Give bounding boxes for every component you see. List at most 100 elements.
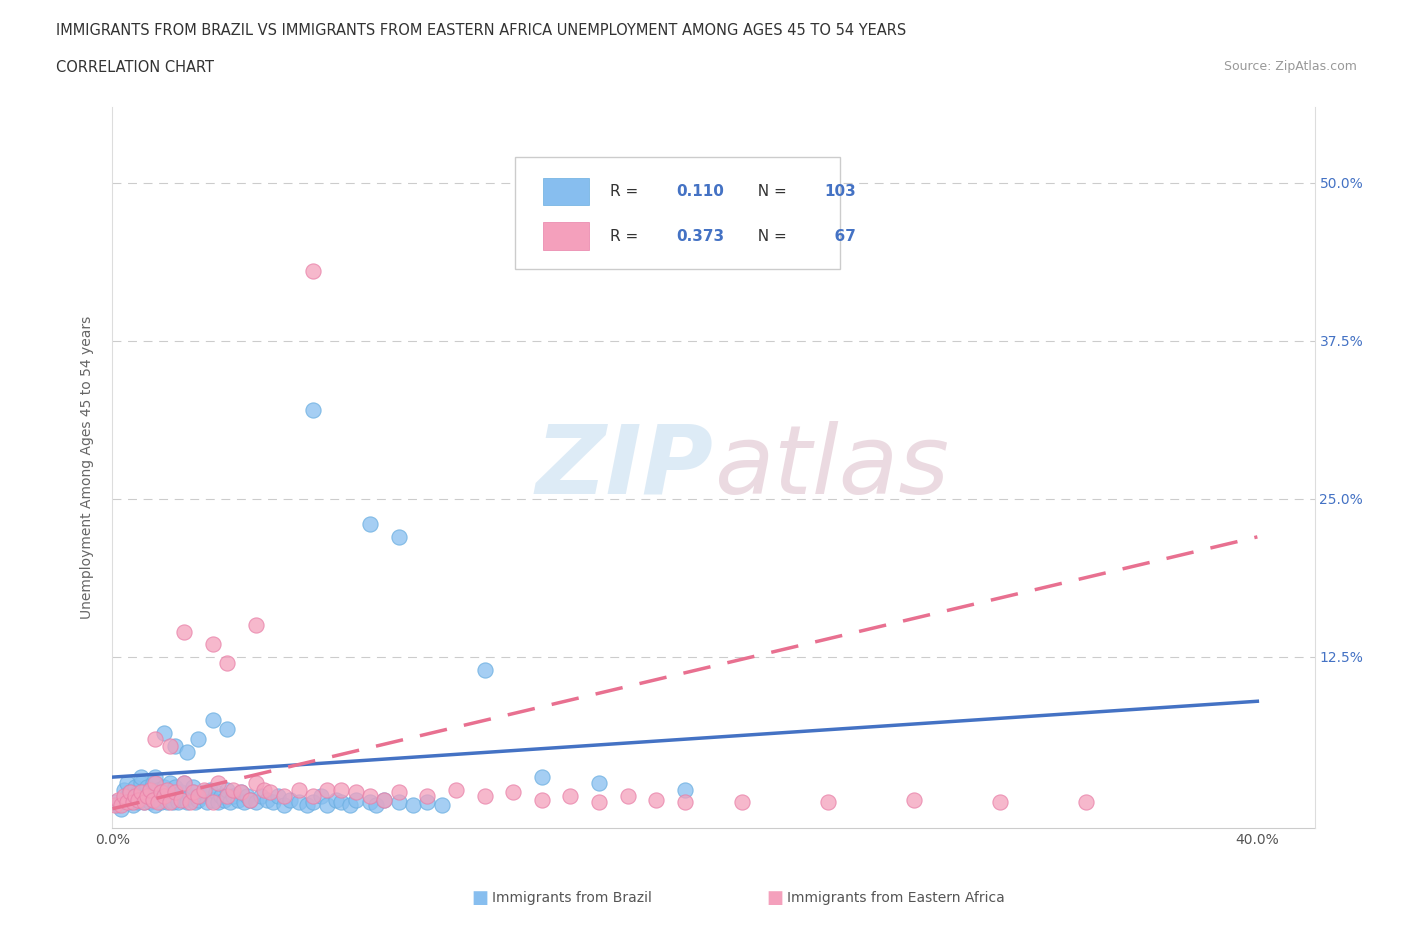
Point xyxy=(530,792,553,807)
Point xyxy=(287,795,309,810)
Point xyxy=(560,789,582,804)
Text: N =: N = xyxy=(748,184,792,199)
Point xyxy=(132,785,155,800)
Point xyxy=(195,795,218,810)
Point xyxy=(530,770,553,785)
Point xyxy=(104,795,127,810)
Point xyxy=(250,789,273,804)
Point xyxy=(112,789,135,804)
Point xyxy=(141,792,163,807)
Point xyxy=(233,795,256,810)
Point xyxy=(165,738,187,753)
Point xyxy=(301,789,323,804)
Point xyxy=(145,732,167,747)
Point xyxy=(115,795,138,810)
Point xyxy=(121,795,143,810)
Point xyxy=(181,779,204,794)
Point xyxy=(156,782,179,797)
Point xyxy=(127,795,149,810)
Text: 103: 103 xyxy=(824,184,856,199)
Point xyxy=(359,517,381,532)
Point xyxy=(231,785,253,800)
Point xyxy=(135,779,157,794)
Point xyxy=(239,792,262,807)
Point xyxy=(256,792,278,807)
Point xyxy=(215,782,238,797)
Point xyxy=(162,795,184,810)
Point xyxy=(176,744,198,759)
Point xyxy=(212,792,235,807)
Point xyxy=(135,789,157,804)
Point xyxy=(153,789,176,804)
Point xyxy=(215,656,238,671)
Point xyxy=(344,792,367,807)
Point xyxy=(145,776,167,790)
Point xyxy=(124,789,146,804)
Point xyxy=(150,785,173,800)
FancyBboxPatch shape xyxy=(543,222,589,250)
Point xyxy=(129,770,152,785)
Point xyxy=(402,798,425,813)
Text: ■: ■ xyxy=(471,889,488,908)
Point xyxy=(170,785,193,800)
Point xyxy=(474,789,496,804)
Point xyxy=(316,782,339,797)
Point xyxy=(673,795,696,810)
Point xyxy=(173,624,195,639)
Point xyxy=(616,789,638,804)
Y-axis label: Unemployment Among Ages 45 to 54 years: Unemployment Among Ages 45 to 54 years xyxy=(80,315,94,619)
Point xyxy=(145,785,167,800)
Point xyxy=(145,770,167,785)
Point xyxy=(204,785,226,800)
Point xyxy=(124,789,146,804)
Point xyxy=(159,776,181,790)
Point xyxy=(165,789,187,804)
Text: Immigrants from Brazil: Immigrants from Brazil xyxy=(492,891,652,906)
Point xyxy=(129,792,152,807)
Point xyxy=(416,795,439,810)
Point xyxy=(245,618,267,632)
Point xyxy=(262,795,284,810)
Point xyxy=(236,789,259,804)
Point xyxy=(141,792,163,807)
Point xyxy=(193,782,215,797)
Point xyxy=(444,782,467,797)
Point xyxy=(148,795,170,810)
Point xyxy=(222,789,245,804)
Point xyxy=(311,789,333,804)
Point xyxy=(388,529,411,544)
Text: Source: ZipAtlas.com: Source: ZipAtlas.com xyxy=(1223,60,1357,73)
Point xyxy=(295,798,318,813)
Point xyxy=(301,795,323,810)
Point xyxy=(115,776,138,790)
Point xyxy=(165,779,187,794)
Point xyxy=(107,792,129,807)
Point xyxy=(110,798,132,813)
Point xyxy=(228,792,250,807)
Point xyxy=(153,789,176,804)
Point xyxy=(267,789,290,804)
Point xyxy=(167,795,190,810)
Point xyxy=(330,795,353,810)
Point xyxy=(156,795,179,810)
Point xyxy=(138,782,160,797)
Point xyxy=(127,792,149,807)
Point xyxy=(190,789,212,804)
Point xyxy=(231,785,253,800)
Point xyxy=(153,725,176,740)
Point xyxy=(430,798,453,813)
Point xyxy=(132,795,155,810)
Point xyxy=(731,795,754,810)
Point xyxy=(373,792,395,807)
Text: atlas: atlas xyxy=(713,421,949,514)
Point xyxy=(339,798,361,813)
Point xyxy=(215,722,238,737)
Point xyxy=(253,782,276,797)
Point xyxy=(179,795,201,810)
Point xyxy=(129,776,152,790)
Point xyxy=(112,782,135,797)
Point xyxy=(121,798,143,813)
FancyBboxPatch shape xyxy=(543,178,589,205)
Text: ■: ■ xyxy=(766,889,783,908)
Point xyxy=(176,795,198,810)
